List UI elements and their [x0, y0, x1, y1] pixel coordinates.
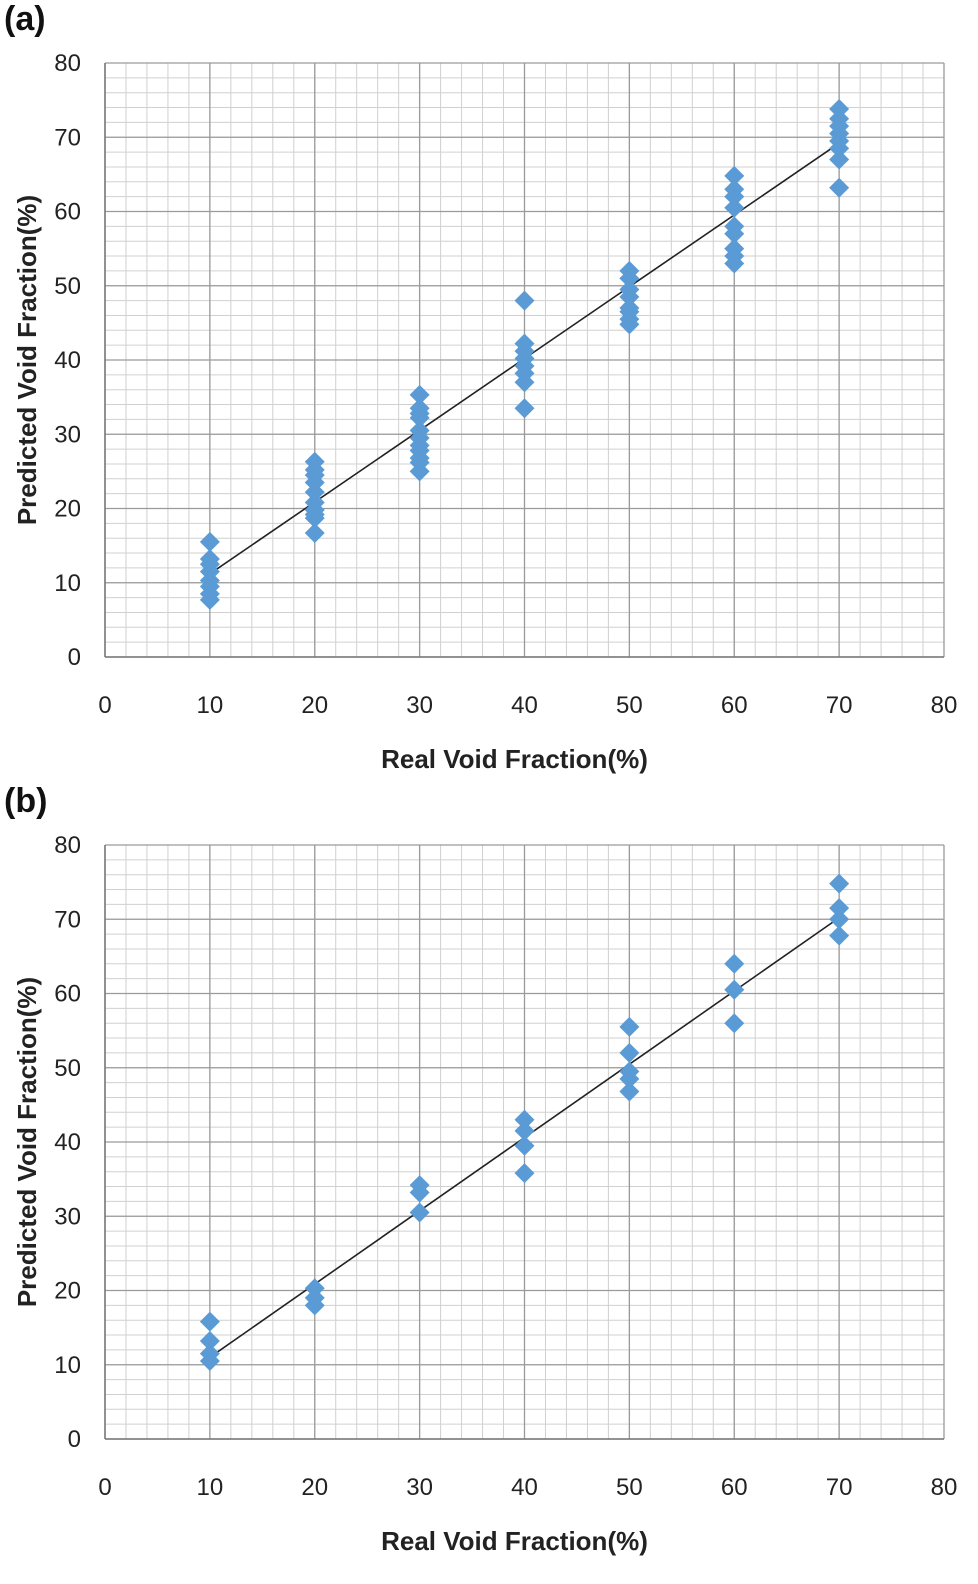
x-tick-label: 40 — [511, 692, 538, 719]
data-point-diamond — [724, 197, 745, 218]
data-point-diamond — [724, 1013, 745, 1034]
data-point-diamond — [409, 1202, 430, 1223]
data-point-diamond — [829, 138, 850, 159]
x-tick-label: 80 — [931, 692, 958, 719]
x-tick-label: 70 — [826, 692, 853, 719]
x-axis-title: Real Void Fraction(%) — [381, 744, 648, 774]
data-point-diamond — [514, 398, 535, 419]
x-tick-label: 30 — [406, 692, 433, 719]
scatter-chart-b: 0 10 20 30 40 50 60 70 80 0 10 20 30 40 50 60 70 80 Real V… — [12, 832, 958, 1556]
y-tick-label: 80 — [54, 50, 81, 77]
y-tick-label: 60 — [54, 199, 81, 226]
x-tick-label: 50 — [616, 692, 643, 719]
data-point-diamond — [409, 407, 430, 428]
data-point-diamond — [514, 1163, 535, 1184]
data-point-diamond — [724, 953, 745, 974]
data-point-diamond — [619, 1016, 640, 1037]
data-point-diamond — [829, 177, 850, 198]
data-point-diamond — [619, 1068, 640, 1089]
data-point-diamond — [304, 482, 325, 503]
panel-label-b: (b) — [4, 782, 48, 820]
x-tick-label: 40 — [511, 1474, 538, 1501]
y-axis-title: Predicted Void Fraction(%) — [12, 195, 42, 525]
y-tick-label: 0 — [68, 1426, 81, 1453]
grid — [104, 844, 945, 1440]
data-point-diamond — [724, 979, 745, 1000]
panel-label-a: (a) — [4, 0, 46, 38]
data-point-diamond — [514, 1135, 535, 1156]
x-tick-label: 80 — [931, 1474, 958, 1501]
data-point-diamond — [619, 268, 640, 289]
data-point-diamond — [199, 1330, 220, 1351]
x-tick-label: 20 — [301, 692, 328, 719]
x-tick-label: 50 — [616, 1474, 643, 1501]
x-tick-label: 10 — [197, 1474, 224, 1501]
data-point-diamond — [409, 461, 430, 482]
data-point-diamond — [724, 253, 745, 274]
y-tick-label: 70 — [54, 906, 81, 933]
y-tick-label: 20 — [54, 496, 81, 523]
y-tick-label: 80 — [54, 832, 81, 859]
data-point-diamond — [829, 149, 850, 170]
data-point-diamond — [514, 372, 535, 393]
x-tick-label: 30 — [406, 1474, 433, 1501]
data-points — [199, 873, 850, 1372]
x-tick-label: 70 — [826, 1474, 853, 1501]
data-point-diamond — [409, 1182, 430, 1203]
data-point-diamond — [619, 1081, 640, 1102]
x-axis-title: Real Void Fraction(%) — [381, 1526, 648, 1556]
data-point-diamond — [304, 1295, 325, 1316]
data-point-diamond — [199, 531, 220, 552]
data-point-diamond — [199, 589, 220, 610]
y-tick-label: 10 — [54, 1352, 81, 1379]
y-tick-label: 30 — [54, 421, 81, 448]
data-point-diamond — [304, 523, 325, 544]
chart-panel-b: (b) 0 10 20 30 40 50 60 70 80 0 10 20 30 40 50 60 70 80 Re… — [0, 782, 978, 1574]
data-point-diamond — [619, 286, 640, 307]
data-point-diamond — [829, 898, 850, 919]
data-point-diamond — [199, 1311, 220, 1332]
data-point-diamond — [724, 223, 745, 244]
data-point-diamond — [829, 909, 850, 930]
y-tick-label: 70 — [54, 124, 81, 151]
x-tick-label: 60 — [721, 692, 748, 719]
data-point-diamond — [724, 165, 745, 186]
data-point-diamond — [514, 1109, 535, 1130]
data-point-diamond — [619, 314, 640, 335]
y-tick-label: 60 — [54, 981, 81, 1008]
data-point-diamond — [829, 873, 850, 894]
y-tick-label: 0 — [68, 644, 81, 671]
data-point-diamond — [199, 1351, 220, 1372]
y-tick-label: 30 — [54, 1203, 81, 1230]
x-tick-label: 10 — [197, 692, 224, 719]
y-tick-label: 40 — [54, 1129, 81, 1156]
y-tick-label: 10 — [54, 570, 81, 597]
data-point-diamond — [724, 186, 745, 207]
data-points — [199, 99, 850, 610]
scatter-chart-a: 0 10 20 30 40 50 60 70 80 0 10 20 30 40 50 60 70 80 Real V… — [12, 50, 958, 774]
data-point-diamond — [514, 290, 535, 311]
y-axis-title: Predicted Void Fraction(%) — [12, 977, 42, 1307]
data-point-diamond — [409, 384, 430, 405]
data-point-diamond — [619, 1042, 640, 1063]
y-tick-label: 50 — [54, 1055, 81, 1082]
x-tick-label: 0 — [98, 1474, 111, 1501]
data-point-diamond — [304, 508, 325, 529]
data-point-diamond — [514, 1120, 535, 1141]
y-tick-label: 40 — [54, 347, 81, 374]
x-tick-label: 20 — [301, 1474, 328, 1501]
data-point-diamond — [829, 925, 850, 946]
x-tick-label: 60 — [721, 1474, 748, 1501]
chart-panel-a: (a) 0 10 20 30 40 50 60 70 80 0 10 20 30 40 50 60 70 80 Re… — [4, 0, 958, 774]
y-tick-label: 20 — [54, 1278, 81, 1305]
x-tick-label: 0 — [98, 692, 111, 719]
y-tick-label: 50 — [54, 273, 81, 300]
